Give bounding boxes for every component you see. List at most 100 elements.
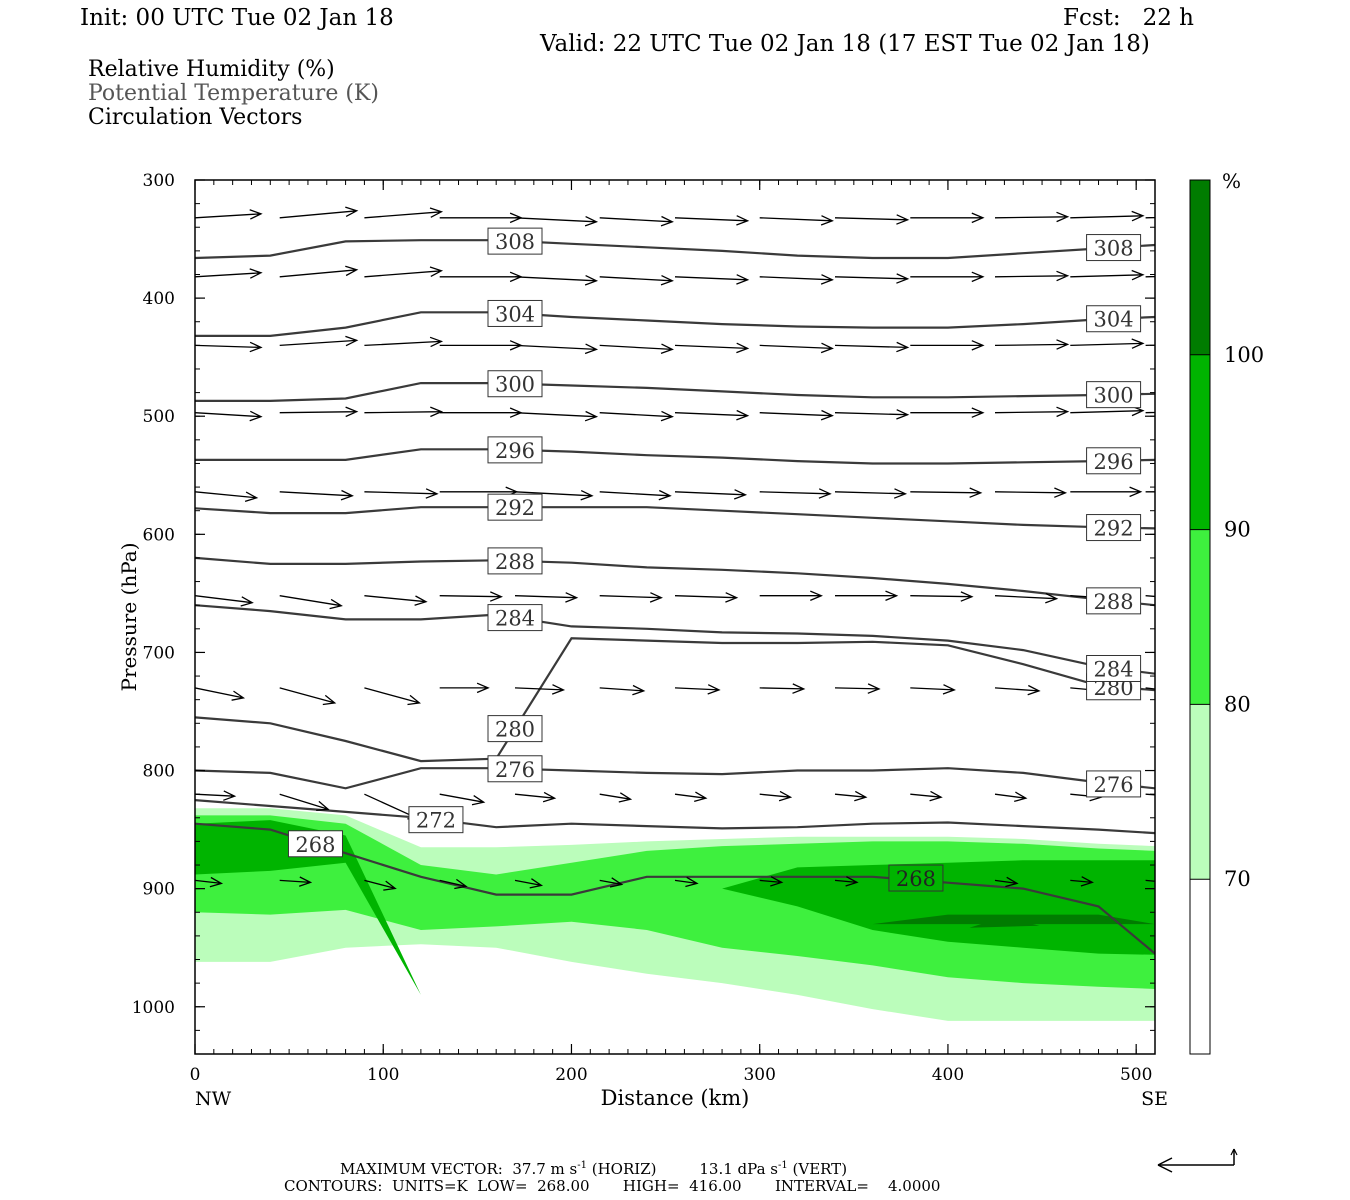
circulation-vector bbox=[514, 275, 599, 286]
vector-arrow bbox=[834, 214, 910, 225]
vector-arrow bbox=[994, 487, 1068, 498]
vector-arrow bbox=[910, 407, 985, 418]
circulation-vector bbox=[834, 214, 910, 225]
theta-label-text: 304 bbox=[1094, 308, 1134, 332]
theta-label-text: 304 bbox=[495, 302, 535, 326]
vector-arrow bbox=[834, 683, 881, 694]
theta-label-304-right: 304 bbox=[1086, 305, 1142, 333]
circulation-vector bbox=[994, 876, 1019, 888]
theta-label-292-mid: 292 bbox=[487, 493, 543, 521]
vector-arrow bbox=[279, 406, 359, 418]
theta-label-box bbox=[487, 547, 543, 575]
vector-arrow bbox=[364, 687, 421, 706]
theta-label-text: 296 bbox=[1094, 450, 1134, 474]
vector-arrow bbox=[439, 793, 486, 806]
x-tick-label: 200 bbox=[555, 1065, 587, 1085]
vector-arrow bbox=[674, 409, 750, 421]
horiz-unit-exponent: -1 bbox=[577, 1160, 587, 1171]
theta-label-box bbox=[1086, 654, 1142, 682]
vector-arrow bbox=[599, 489, 672, 501]
theta-label-text: 308 bbox=[1094, 237, 1134, 261]
circulation-vector bbox=[439, 591, 503, 602]
vector-arrow bbox=[599, 343, 674, 355]
circulation-vector bbox=[279, 687, 337, 706]
y-tick-label: 400 bbox=[143, 289, 175, 309]
reference-vector bbox=[1157, 1148, 1238, 1173]
vector-arrow bbox=[674, 342, 750, 354]
theta-label-284-right: 284 bbox=[1086, 654, 1142, 682]
circulation-vector bbox=[910, 271, 985, 283]
y-tick-label: 500 bbox=[143, 407, 175, 427]
rh-band-80 bbox=[195, 815, 1155, 989]
theta-label-300-right: 300 bbox=[1086, 381, 1142, 409]
circulation-vector bbox=[514, 592, 579, 603]
circulation-vector bbox=[994, 211, 1070, 223]
vector-arrow bbox=[834, 273, 910, 284]
theta-label-288-mid: 288 bbox=[487, 547, 543, 575]
theta-label-276-right: 276 bbox=[1086, 770, 1142, 798]
vector-arrow bbox=[1070, 269, 1145, 281]
vector-arrow bbox=[910, 684, 956, 695]
theta-label-box bbox=[487, 227, 543, 255]
circulation-vector bbox=[279, 206, 359, 219]
circulation-vector bbox=[674, 274, 750, 285]
circulation-vector bbox=[599, 489, 672, 501]
vector-arrow bbox=[994, 339, 1070, 350]
vector-arrow bbox=[195, 687, 246, 701]
circulation-vector bbox=[834, 341, 910, 353]
vector-arrow bbox=[674, 876, 699, 888]
vector-arrow bbox=[1070, 876, 1094, 887]
circulation-vector bbox=[1070, 269, 1145, 281]
theta-label-text: 284 bbox=[495, 607, 535, 631]
circulation-vector bbox=[674, 489, 748, 500]
vector-arrow bbox=[364, 266, 444, 278]
circulation-vector bbox=[514, 490, 594, 501]
circulation-vector bbox=[910, 487, 983, 498]
vector-arrow bbox=[279, 265, 359, 278]
circulation-vector bbox=[279, 793, 330, 812]
circulation-vector bbox=[599, 275, 674, 286]
circulation-vector bbox=[759, 215, 834, 226]
circulation-vector bbox=[195, 790, 237, 801]
vector-arrow bbox=[674, 592, 739, 603]
theta-label-box bbox=[1086, 514, 1142, 542]
circulation-vector bbox=[834, 876, 859, 887]
vector-arrow bbox=[279, 876, 313, 887]
circulation-vector bbox=[674, 876, 699, 888]
x-tick-label: 400 bbox=[932, 1065, 964, 1085]
theta-label-268-left: 268 bbox=[287, 830, 343, 858]
vector-arrow bbox=[994, 876, 1019, 888]
circulation-vector bbox=[1070, 210, 1145, 222]
theta-label-272-left: 272 bbox=[408, 806, 464, 834]
vector-arrow bbox=[195, 876, 224, 888]
circulation-vector bbox=[759, 274, 834, 285]
theta-label-box bbox=[487, 755, 543, 783]
theta-label-box bbox=[487, 715, 543, 743]
vector-arrow bbox=[674, 684, 721, 695]
theta-contour-272 bbox=[195, 799, 1155, 835]
vector-arrow bbox=[1145, 687, 1155, 690]
field-label-rh: Relative Humidity (%) bbox=[88, 57, 335, 82]
vector-arrow bbox=[759, 274, 834, 285]
theta-label-296-right: 296 bbox=[1086, 447, 1142, 475]
circulation-vector bbox=[364, 336, 444, 348]
circulation-vector bbox=[364, 687, 421, 706]
vector-arrow bbox=[279, 595, 343, 610]
vector-arrow bbox=[364, 406, 444, 418]
vector-arrow bbox=[599, 877, 624, 888]
vector-arrow bbox=[910, 591, 974, 602]
vector-arrow bbox=[364, 595, 428, 606]
field-label-vectors: Circulation Vectors bbox=[88, 105, 303, 130]
circulation-vector bbox=[1070, 486, 1143, 498]
vector-arrow bbox=[514, 684, 566, 695]
vector-arrow bbox=[195, 268, 263, 279]
vector-arrow bbox=[599, 684, 646, 696]
colorbar-label: 100 bbox=[1224, 343, 1264, 367]
vector-arrow bbox=[514, 878, 544, 889]
circulation-vector bbox=[1145, 687, 1155, 690]
circulation-vector bbox=[994, 406, 1070, 418]
circulation-vector bbox=[195, 595, 254, 607]
theta-label-text: 280 bbox=[495, 718, 535, 742]
vector-arrow bbox=[195, 341, 263, 353]
vector-arrow bbox=[279, 335, 359, 347]
